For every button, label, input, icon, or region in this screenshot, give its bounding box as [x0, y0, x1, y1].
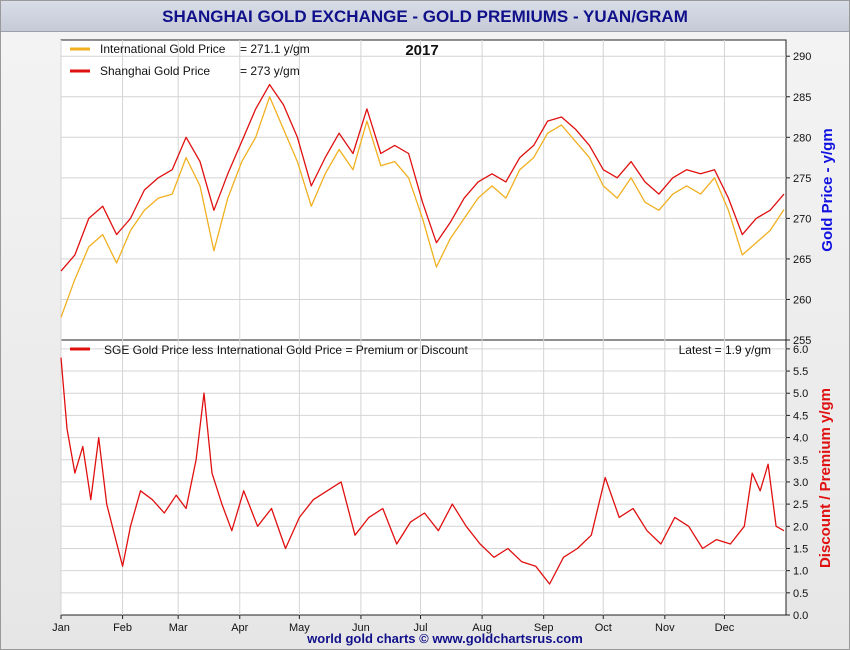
- bottom-y-axis-label: Discount / Premium y/gm: [817, 388, 834, 568]
- price-tick-label: 265: [793, 254, 811, 266]
- x-tick-label: Mar: [169, 622, 188, 634]
- premium-tick-label: 3.5: [793, 455, 808, 467]
- legend-label-international: International Gold Price: [100, 42, 226, 56]
- footer-credit: world gold charts © www.goldchartsrus.co…: [306, 631, 583, 646]
- premium-tick-label: 0.0: [793, 610, 808, 622]
- premium-tick-label: 2.5: [793, 499, 808, 511]
- premium-tick-label: 6.0: [793, 344, 808, 356]
- price-series-line-1: [60, 96, 785, 318]
- x-tick-label: Aug: [472, 622, 492, 634]
- premium-tick-label: 4.5: [793, 410, 808, 422]
- top-series-group: [60, 83, 785, 318]
- top-plot-area: [60, 39, 787, 341]
- x-tick-label: Jan: [52, 622, 70, 634]
- top-y-axis-label: Gold Price - y/gm: [819, 128, 836, 251]
- x-tick-label: Jun: [352, 622, 370, 634]
- legend-label-shanghai: Shanghai Gold Price: [100, 64, 210, 78]
- year-label: 2017: [405, 42, 438, 59]
- bottom-y-ticks: 0.0 0.5 1.0 1.5 2.0 2.5 3.0 3.5 4.0 4.5 5.0 5.5 6.0: [786, 344, 808, 622]
- x-tick-label: Jul: [413, 622, 427, 634]
- price-tick-label: 280: [793, 132, 811, 144]
- premium-tick-label: 0.5: [793, 588, 808, 600]
- x-tick-label: Sep: [534, 622, 554, 634]
- latest-value: Latest = 1.9 y/gm: [679, 343, 771, 357]
- premium-tick-label: 4.0: [793, 433, 808, 445]
- x-tick-label: Feb: [113, 622, 132, 634]
- price-tick-label: 270: [793, 213, 811, 225]
- premium-series-line-1: [60, 357, 785, 585]
- bottom-grid: [60, 340, 786, 615]
- price-tick-label: 255: [793, 335, 811, 347]
- chart-title: SHANGHAI GOLD EXCHANGE - GOLD PREMIUMS -…: [162, 7, 688, 26]
- price-tick-label: 290: [793, 51, 811, 63]
- x-tick-label: Dec: [715, 622, 735, 634]
- premium-tick-label: 5.5: [793, 366, 808, 378]
- premium-tick-label: 5.0: [793, 388, 808, 400]
- x-tick-label: Oct: [595, 622, 612, 634]
- legend-value-shanghai: = 273 y/gm: [240, 64, 300, 78]
- price-tick-label: 260: [793, 294, 811, 306]
- x-month-ticks: Jan Feb Mar Apr May Jun Jul Aug Sep Oct Nov Dec: [52, 615, 735, 634]
- legend-value-international: = 271.1 y/gm: [240, 42, 310, 56]
- price-series-line-2: [60, 83, 785, 272]
- legend-label-premium: SGE Gold Price less International Gold P…: [104, 343, 468, 357]
- title-bar: [1, 1, 849, 32]
- price-tick-label: 275: [793, 173, 811, 185]
- bottom-series-group: [60, 357, 785, 585]
- premium-tick-label: 1.0: [793, 566, 808, 578]
- top-y-ticks: 255 260 265 270 275 280 285 290: [786, 51, 811, 347]
- x-tick-label: Apr: [231, 622, 248, 634]
- top-grid: [60, 40, 786, 340]
- x-tick-label: May: [289, 622, 310, 634]
- x-tick-label: Nov: [655, 622, 675, 634]
- premium-tick-label: 3.0: [793, 477, 808, 489]
- premium-tick-label: 1.5: [793, 543, 808, 555]
- price-tick-label: 285: [793, 92, 811, 104]
- premium-tick-label: 2.0: [793, 521, 808, 533]
- bottom-plot-area: [60, 339, 787, 616]
